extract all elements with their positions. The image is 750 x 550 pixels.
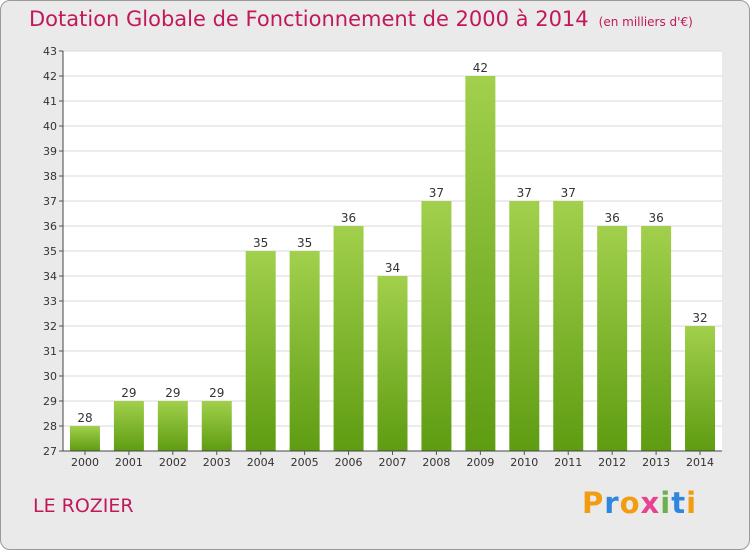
x-tick-label: 2011 (554, 456, 582, 469)
bar-value-label: 37 (561, 186, 576, 200)
bar-2007 (377, 276, 408, 451)
bar-value-label: 29 (209, 386, 224, 400)
bar-2003 (201, 401, 232, 451)
x-tick-label: 2010 (510, 456, 538, 469)
x-tick-label: 2014 (686, 456, 714, 469)
y-tick-label: 40 (43, 120, 57, 133)
x-tick-label: 2005 (291, 456, 319, 469)
bar-value-label: 34 (385, 261, 400, 275)
x-tick-label: 2007 (379, 456, 407, 469)
bar-value-label: 35 (297, 236, 312, 250)
bar-value-label: 36 (648, 211, 663, 225)
y-tick-label: 36 (43, 220, 57, 233)
x-tick-label: 2003 (203, 456, 231, 469)
y-tick-label: 35 (43, 245, 57, 258)
x-tick-label: 2006 (335, 456, 363, 469)
y-tick-label: 28 (43, 420, 57, 433)
y-tick-label: 37 (43, 195, 57, 208)
bar-value-label: 42 (473, 61, 488, 75)
proxiti-logo: Proxiti (582, 486, 698, 520)
commune-name: LE ROZIER (33, 495, 134, 517)
chart-title: Dotation Globale de Fonctionnement de 20… (29, 7, 693, 31)
bar-2000 (69, 426, 100, 451)
bar-2004 (245, 251, 276, 451)
bar-2009 (465, 76, 496, 451)
bar-value-label: 36 (605, 211, 620, 225)
bar-value-label: 35 (253, 236, 268, 250)
bar-2008 (421, 201, 452, 451)
y-tick-label: 38 (43, 170, 57, 183)
bar-2013 (641, 226, 672, 451)
y-tick-label: 43 (43, 45, 57, 58)
y-tick-label: 31 (43, 345, 57, 358)
bar-2014 (685, 326, 716, 451)
x-tick-label: 2012 (598, 456, 626, 469)
unit-note: (en milliers d'€) (598, 15, 693, 29)
x-tick-label: 2009 (466, 456, 494, 469)
bar-2010 (509, 201, 540, 451)
bar-2012 (597, 226, 628, 451)
bar-2002 (157, 401, 188, 451)
y-tick-label: 32 (43, 320, 57, 333)
x-tick-label: 2013 (642, 456, 670, 469)
y-tick-label: 39 (43, 145, 57, 158)
x-tick-label: 2008 (422, 456, 450, 469)
bar-value-label: 29 (165, 386, 180, 400)
bar-value-label: 37 (429, 186, 444, 200)
x-tick-label: 2002 (159, 456, 187, 469)
y-tick-label: 33 (43, 295, 57, 308)
chart-title-text: Dotation Globale de Fonctionnement de 20… (29, 7, 589, 31)
bar-2001 (113, 401, 144, 451)
y-tick-label: 30 (43, 370, 57, 383)
y-tick-label: 27 (43, 445, 57, 458)
bar-value-label: 28 (77, 411, 92, 425)
bar-2011 (553, 201, 584, 451)
x-tick-label: 2004 (247, 456, 275, 469)
y-tick-label: 41 (43, 95, 57, 108)
y-tick-label: 34 (43, 270, 57, 283)
bar-value-label: 36 (341, 211, 356, 225)
bar-2006 (333, 226, 364, 451)
bar-value-label: 37 (517, 186, 532, 200)
y-tick-label: 42 (43, 70, 57, 83)
x-tick-label: 2001 (115, 456, 143, 469)
y-tick-label: 29 (43, 395, 57, 408)
bar-value-label: 32 (692, 311, 707, 325)
bar-2005 (289, 251, 320, 451)
x-tick-label: 2000 (71, 456, 99, 469)
bar-value-label: 29 (121, 386, 136, 400)
